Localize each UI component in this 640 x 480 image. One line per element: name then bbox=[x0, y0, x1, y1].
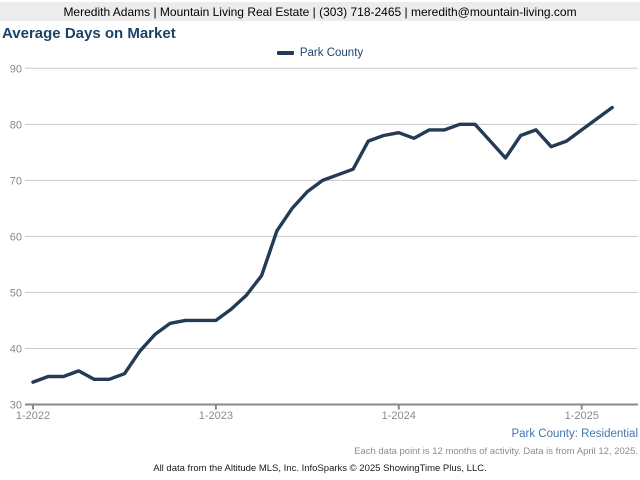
page-title: Average Days on Market bbox=[2, 25, 176, 42]
y-tick-label-90: 90 bbox=[10, 63, 22, 75]
chart-legend: Park County bbox=[0, 46, 640, 60]
y-tick-label-30: 30 bbox=[10, 400, 22, 412]
attribution-line: All data from the Altitude MLS, Inc. Inf… bbox=[153, 463, 487, 474]
y-tick-label-40: 40 bbox=[10, 343, 22, 355]
contact-line: Meredith Adams | Mountain Living Real Es… bbox=[63, 4, 577, 19]
data-note: Each data point is 12 months of activity… bbox=[354, 446, 638, 457]
legend-line-swatch bbox=[276, 51, 294, 55]
x-tick-label-1-2025: 1-2025 bbox=[565, 410, 599, 422]
y-tick-label-80: 80 bbox=[10, 119, 22, 131]
series-line-park-county bbox=[31, 105, 614, 384]
segment-label: Park County: Residential bbox=[511, 428, 638, 440]
legend-series-label: Park County bbox=[299, 47, 364, 59]
y-tick-label-60: 60 bbox=[10, 231, 22, 243]
x-tick-label-1-2023: 1-2023 bbox=[199, 410, 233, 422]
header-bar: Meredith Adams | Mountain Living Real Es… bbox=[0, 2, 640, 21]
x-tick-label-1-2022: 1-2022 bbox=[16, 410, 50, 422]
y-tick-label-70: 70 bbox=[10, 175, 22, 187]
x-tick-label-1-2024: 1-2024 bbox=[382, 410, 416, 422]
y-tick-label-50: 50 bbox=[10, 287, 22, 299]
